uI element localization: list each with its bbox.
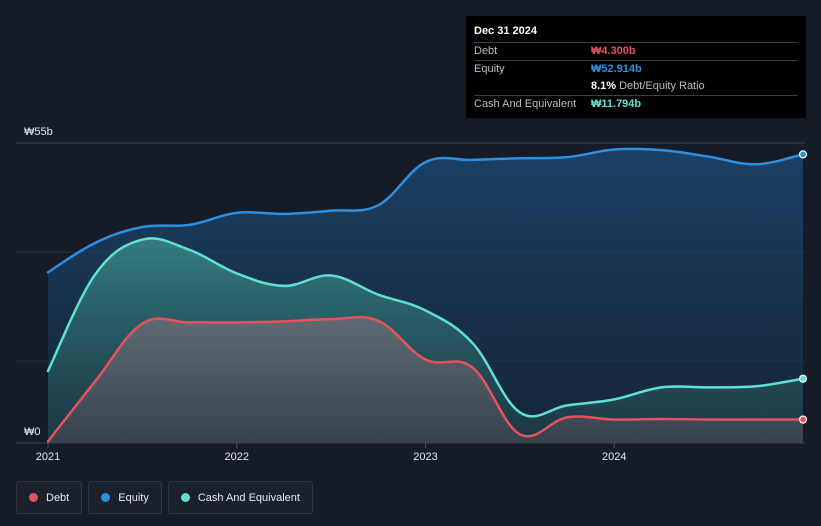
legend-label-cash: Cash And Equivalent — [197, 491, 300, 504]
chart-legend: Debt Equity Cash And Equivalent — [16, 481, 313, 514]
tooltip-debt-value: ₩4.300b — [591, 45, 636, 57]
axis-labels: ₩55b ₩0 2021 2022 2023 2024 — [24, 126, 626, 463]
x-tick-label: 2023 — [413, 451, 437, 463]
legend-item-debt[interactable]: Debt — [16, 481, 83, 514]
tooltip-equity-value: ₩52.914b — [591, 63, 642, 75]
tooltip-row-debt: Debt ₩4.300b — [474, 42, 798, 60]
end-markers — [798, 150, 808, 424]
x-tick-label: 2022 — [225, 451, 249, 463]
area-debt — [48, 317, 803, 443]
end-marker-equity[interactable] — [798, 150, 808, 159]
tooltip-cash-value: ₩11.794b — [591, 98, 642, 110]
line-debt — [46, 315, 805, 443]
legend-dot-cash — [180, 493, 190, 502]
legend-label-equity: Equity — [118, 491, 149, 504]
y-tick-label-zero: ₩0 — [24, 426, 41, 438]
end-marker-cash-and-equivalent[interactable] — [798, 374, 808, 383]
x-tick-label: 2021 — [36, 451, 60, 463]
tooltip-equity-label: Equity — [474, 63, 505, 75]
tooltip-row-ratio: 8.1% Debt/Equity Ratio — [474, 78, 798, 95]
legend-dot-debt — [29, 493, 38, 502]
end-marker-debt[interactable] — [798, 415, 808, 424]
legend-item-cash[interactable]: Cash And Equivalent — [167, 481, 313, 514]
line-equity — [46, 147, 805, 274]
tooltip-row-equity: Equity ₩52.914b — [474, 60, 798, 78]
series-areas — [48, 148, 803, 443]
tooltip-row-cash: Cash And Equivalent ₩11.794b — [474, 95, 798, 113]
tooltip-ratio-value: 8.1% — [591, 80, 617, 92]
tooltip-debt-label: Debt — [474, 45, 498, 57]
legend-item-equity[interactable]: Equity — [88, 481, 162, 514]
y-tick-label-top: ₩55b — [24, 126, 53, 138]
series-lines — [46, 147, 805, 443]
hover-tooltip: Dec 31 2024 Debt ₩4.300b Equity ₩52.914b… — [466, 16, 806, 118]
x-tick-label: 2024 — [602, 451, 626, 463]
line-cash-and-equivalent — [46, 237, 805, 418]
tooltip-ratio-label: Debt/Equity Ratio — [619, 80, 705, 92]
tooltip-cash-label: Cash And Equivalent — [474, 98, 577, 110]
tooltip-date: Dec 31 2024 — [474, 25, 537, 37]
legend-label-debt: Debt — [46, 491, 70, 504]
legend-dot-equity — [101, 493, 111, 502]
